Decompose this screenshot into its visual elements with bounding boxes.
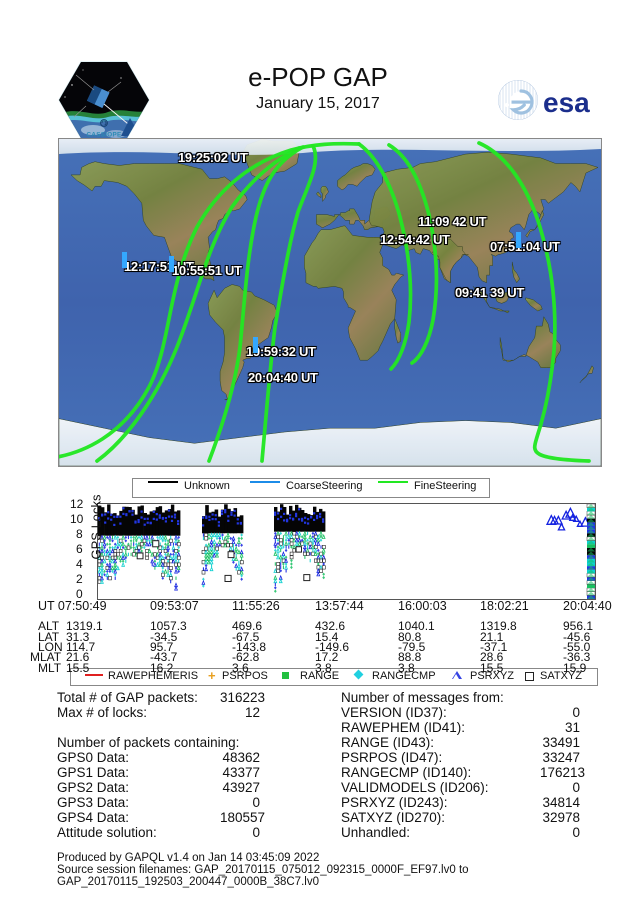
svg-text:esa: esa [543,87,590,118]
